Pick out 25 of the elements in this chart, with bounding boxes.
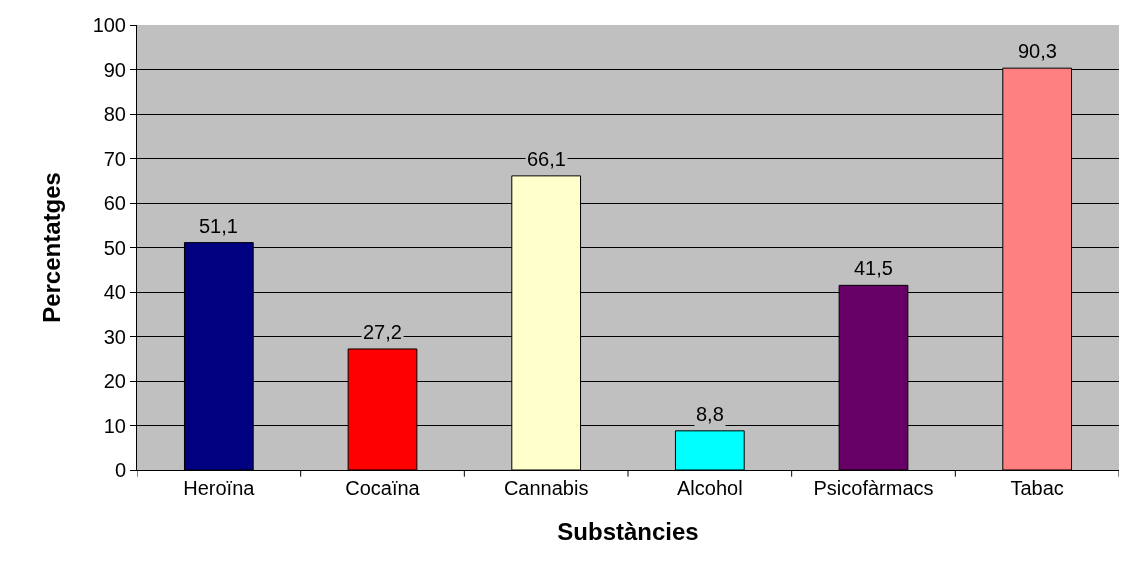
data-label: 90,3: [1018, 40, 1057, 62]
y-tick-label: 100: [92, 14, 126, 36]
y-tick-label: 80: [103, 103, 126, 125]
y-tick-label: 30: [103, 325, 126, 348]
x-tick-label: Psicofàrmacs: [813, 477, 934, 499]
y-tick-label: 70: [103, 147, 126, 170]
data-label: 41,5: [854, 257, 893, 279]
x-axis-title: Substàncies: [557, 518, 699, 546]
x-tick-label: Alcohol: [677, 477, 743, 499]
y-tick-label: 20: [103, 370, 126, 392]
y-tick-label: 60: [103, 192, 126, 214]
data-label: 27,2: [363, 321, 402, 343]
y-tick-label: 90: [103, 58, 126, 81]
y-tick-label: 50: [103, 236, 126, 259]
x-tick-label: Heroïna: [183, 477, 256, 499]
data-label: 51,1: [199, 215, 238, 237]
x-tick-label: Tabac: [1010, 477, 1064, 499]
y-axis-title: Percentatges: [37, 172, 65, 323]
y-tick-label: 40: [103, 281, 126, 303]
y-tick-label: 0: [114, 459, 126, 481]
y-tick-label: 10: [103, 414, 126, 437]
data-label: 66,1: [527, 148, 566, 170]
data-label: 8,8: [696, 403, 724, 425]
x-tick-label: Cannabis: [503, 477, 589, 499]
x-tick-label: Cocaïna: [345, 477, 421, 499]
